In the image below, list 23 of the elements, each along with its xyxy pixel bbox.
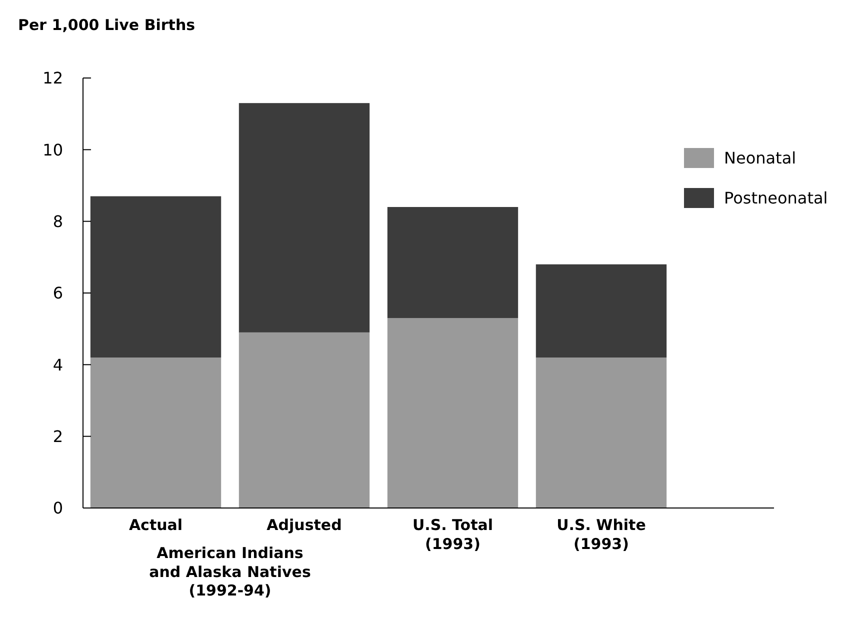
bar — [238, 332, 370, 508]
bar — [387, 207, 518, 318]
y-tick-label: 10 — [42, 140, 63, 160]
bar — [90, 358, 222, 508]
y-tick-label: 8 — [52, 212, 63, 231]
text: American Indians and Alaska Natives (1992-94) — [149, 544, 311, 600]
y-tick-label: 4 — [52, 355, 63, 374]
bar — [536, 264, 667, 358]
bar — [90, 196, 222, 358]
bar — [536, 358, 667, 508]
y-tick-label: 0 — [52, 498, 63, 518]
legend-label: Postneonatal — [724, 188, 828, 208]
y-tick-label: 6 — [52, 284, 63, 303]
legend-label: Neonatal — [724, 148, 796, 168]
y-tick-label: 2 — [52, 426, 63, 446]
bar — [238, 103, 370, 332]
y-tick-label: 12 — [42, 68, 63, 88]
y-axis-title: Per 1,000 Live Births — [18, 16, 196, 34]
x-tick-label: Adjusted — [266, 516, 342, 534]
x-tick-label: U.S. Total (1993) — [412, 516, 494, 553]
bar — [387, 318, 518, 508]
x-tick-label: Actual — [128, 516, 183, 534]
x-tick-label: U.S. White (1993) — [556, 516, 646, 553]
